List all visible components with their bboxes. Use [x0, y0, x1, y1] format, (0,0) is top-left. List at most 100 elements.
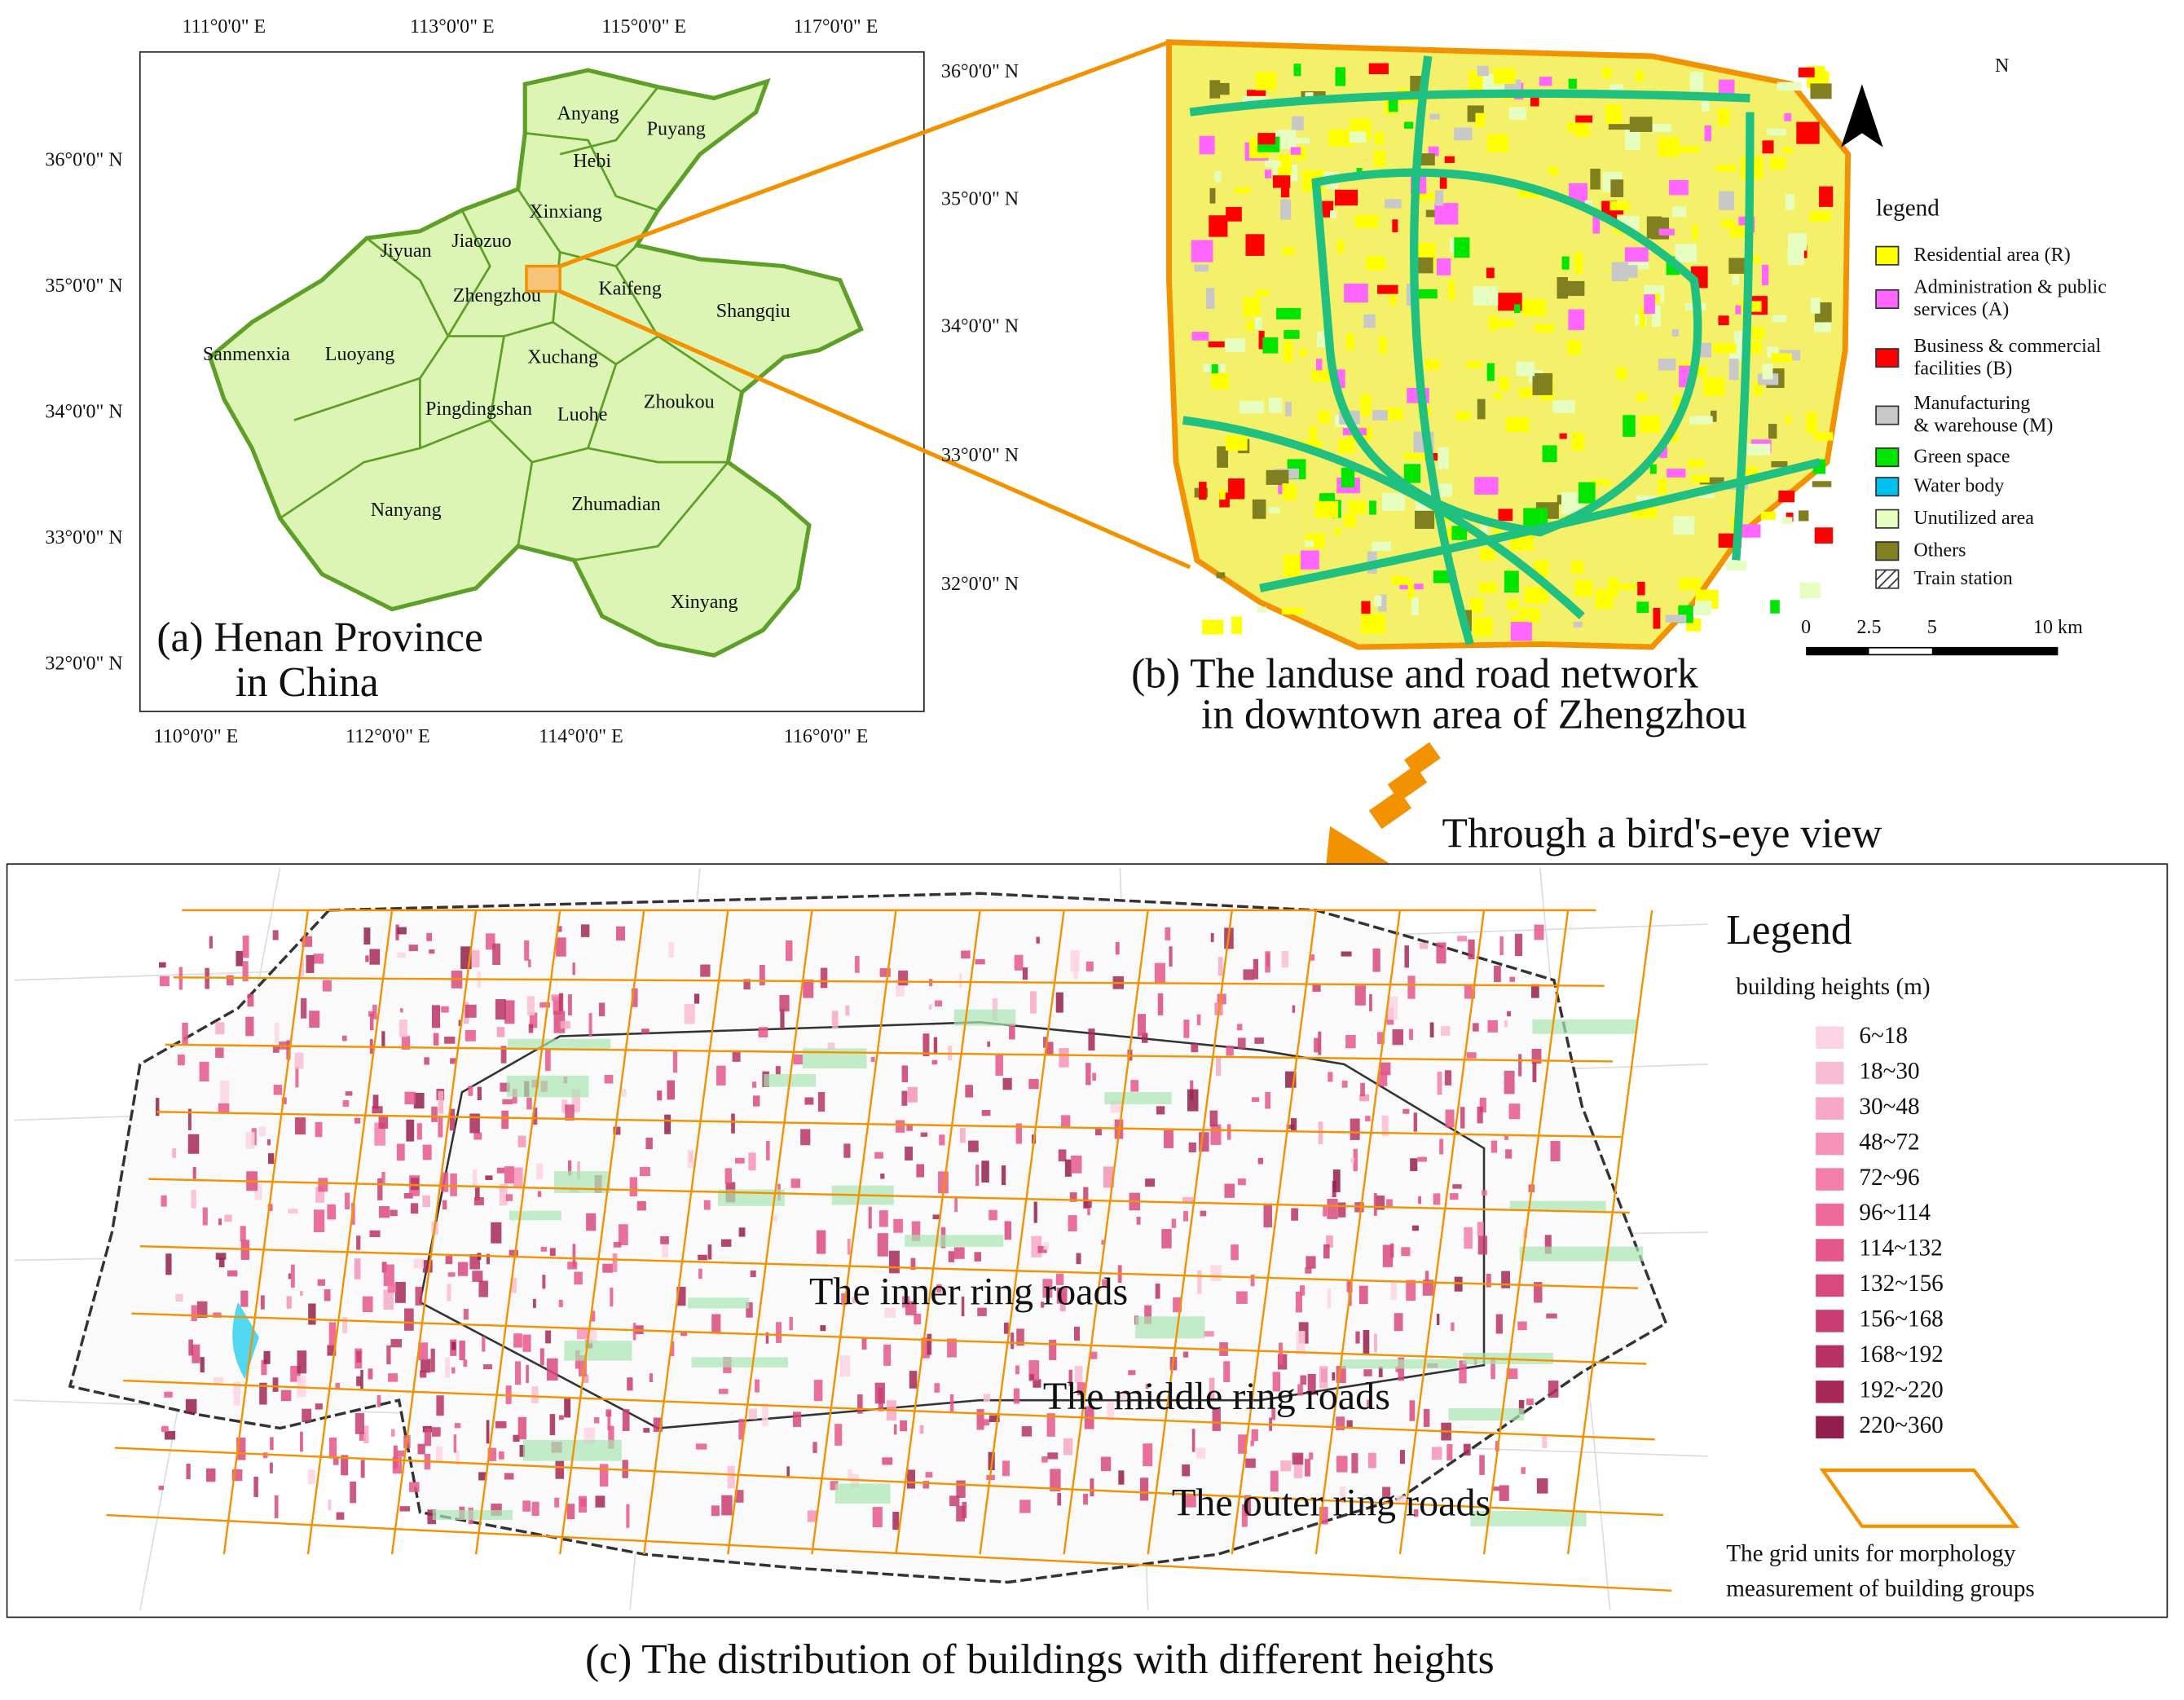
- landuse-patch: [1798, 67, 1815, 77]
- building: [528, 959, 531, 967]
- building: [1387, 996, 1398, 1020]
- building: [1479, 1097, 1486, 1112]
- grid-note: The grid units for morphology: [1726, 1541, 2015, 1567]
- landuse-patch: [1760, 511, 1776, 520]
- building: [404, 1091, 416, 1105]
- building: [300, 1291, 303, 1297]
- building: [1319, 1366, 1328, 1389]
- building: [182, 1022, 188, 1045]
- building: [1318, 1031, 1322, 1055]
- building: [851, 1474, 859, 1488]
- building: [981, 1110, 991, 1116]
- building: [608, 1425, 614, 1449]
- building: [1466, 1052, 1477, 1059]
- city-label: Jiyuan: [381, 240, 432, 262]
- building: [517, 1135, 526, 1147]
- building: [354, 1412, 364, 1434]
- landuse-patch: [1494, 392, 1502, 399]
- building: [436, 1395, 444, 1416]
- building: [1350, 1118, 1360, 1140]
- building: [1055, 992, 1063, 1013]
- landuse-patch: [1609, 200, 1630, 211]
- building: [253, 1476, 258, 1498]
- legend-label: Unutilized area: [1913, 508, 2034, 529]
- building: [627, 1377, 633, 1391]
- building: [1309, 954, 1315, 961]
- building: [983, 1419, 990, 1426]
- landuse-patch: [1354, 214, 1379, 228]
- landuse-patch: [1473, 286, 1499, 306]
- building: [218, 1257, 225, 1267]
- landuse-patch: [1214, 170, 1222, 183]
- building: [386, 1345, 391, 1365]
- landuse-patch: [1266, 469, 1289, 485]
- building: [513, 1333, 522, 1348]
- building: [1103, 1166, 1114, 1188]
- landuse-patch: [1673, 516, 1695, 535]
- building: [327, 1204, 337, 1220]
- building: [1088, 1028, 1095, 1051]
- building: [1534, 1282, 1543, 1303]
- building: [830, 1481, 839, 1491]
- building: [1142, 1033, 1148, 1043]
- scale-label: 5: [1927, 617, 1937, 638]
- building: [406, 1119, 415, 1142]
- building: [1271, 1408, 1276, 1420]
- building: [436, 1446, 443, 1463]
- building: [206, 1468, 216, 1482]
- landuse-patch: [1282, 483, 1289, 500]
- building: [401, 1036, 411, 1050]
- landuse-patch: [1496, 319, 1515, 328]
- landuse-patch: [1814, 527, 1834, 544]
- building: [1431, 1447, 1442, 1460]
- building: [1402, 1108, 1410, 1114]
- landuse-patch: [1799, 582, 1821, 599]
- landuse-patch: [1548, 166, 1558, 175]
- building: [1251, 1097, 1260, 1103]
- building: [498, 1451, 504, 1460]
- building: [450, 1058, 456, 1064]
- building: [1296, 1331, 1306, 1355]
- building: [187, 1108, 192, 1130]
- building: [598, 1002, 605, 1016]
- landuse-patch: [1725, 561, 1747, 570]
- building: [1090, 1351, 1098, 1359]
- grid-line: [558, 909, 645, 1555]
- building: [383, 1264, 394, 1287]
- building: [1409, 1028, 1414, 1040]
- building: [1064, 1159, 1072, 1177]
- landuse-patch: [1337, 439, 1355, 454]
- building: [574, 1271, 583, 1285]
- landuse-patch: [1328, 130, 1354, 147]
- landuse-patch: [1608, 124, 1631, 130]
- building: [1372, 948, 1380, 972]
- landuse-patch: [1679, 578, 1701, 590]
- grid-line: [895, 909, 981, 1555]
- building: [1381, 1115, 1389, 1136]
- building: [370, 1013, 374, 1031]
- landuse-patch: [1257, 606, 1266, 613]
- landuse-patch: [1291, 138, 1310, 144]
- landuse-patch: [1770, 600, 1780, 614]
- building: [1514, 933, 1523, 957]
- building: [274, 1495, 279, 1518]
- building: [1033, 1379, 1041, 1388]
- building: [1341, 951, 1352, 957]
- building: [1203, 1331, 1214, 1337]
- building: [294, 1052, 304, 1069]
- city-label: Sanmenxia: [203, 344, 290, 365]
- building: [1013, 1388, 1020, 1404]
- building: [762, 1403, 768, 1427]
- building: [341, 1455, 349, 1476]
- building: [263, 1350, 271, 1364]
- ring-label: The inner ring roads: [809, 1270, 1128, 1313]
- building: [161, 1425, 169, 1433]
- building: [542, 1275, 546, 1289]
- building: [1363, 1330, 1370, 1354]
- building: [495, 1420, 507, 1429]
- building: [442, 1200, 447, 1210]
- bottom-tick-label: 114°0'0" E: [539, 726, 623, 747]
- building: [269, 1462, 273, 1473]
- building: [591, 1310, 596, 1322]
- building: [931, 1059, 938, 1065]
